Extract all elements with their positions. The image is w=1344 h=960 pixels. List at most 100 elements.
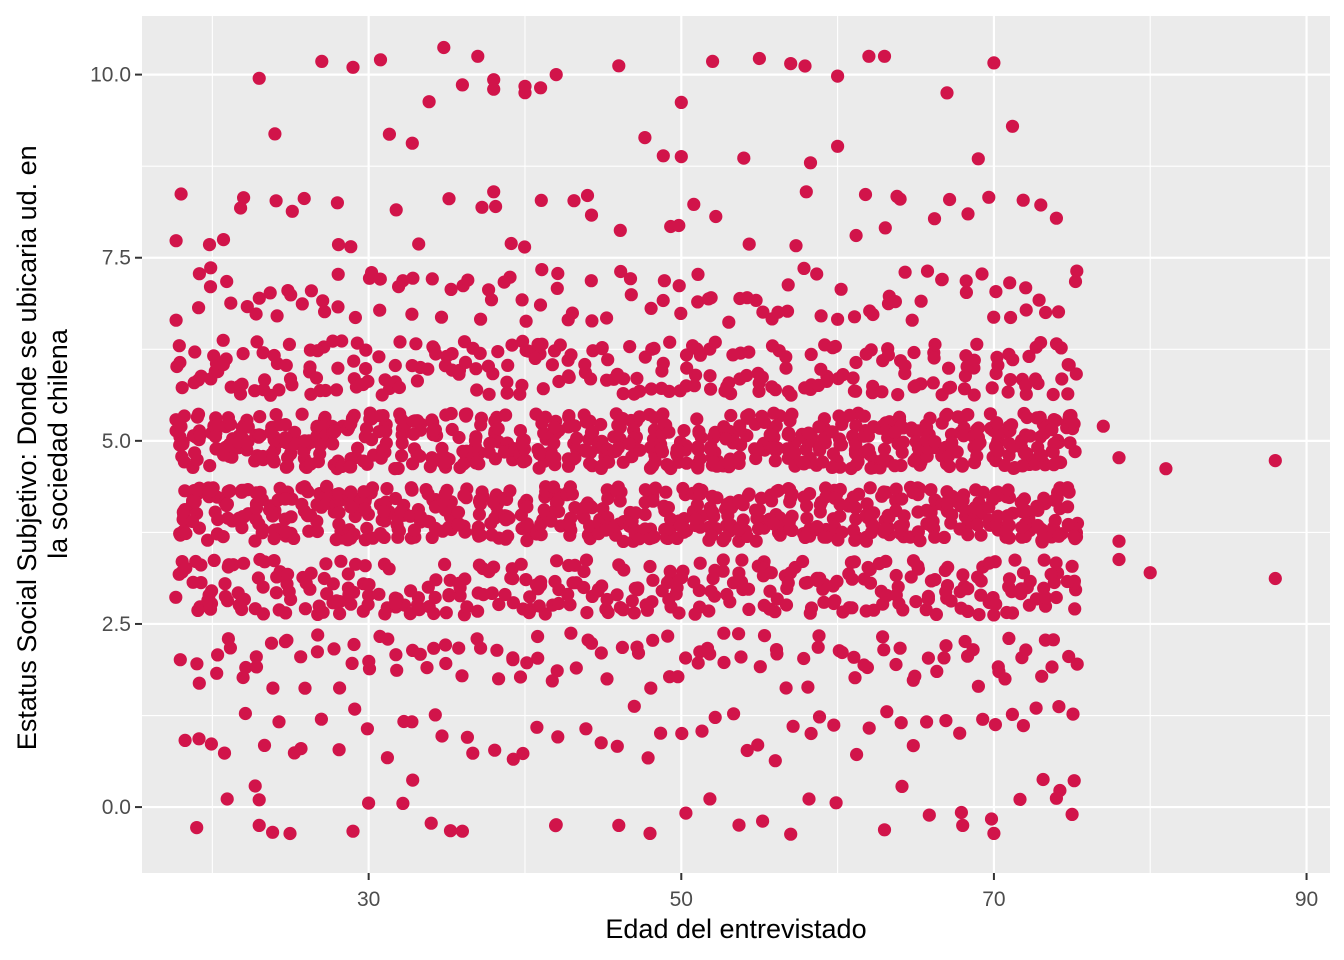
data-point: [756, 305, 770, 319]
data-point: [579, 415, 594, 429]
data-point: [991, 444, 1005, 458]
data-point: [799, 185, 813, 199]
data-point: [631, 646, 646, 660]
data-point: [951, 410, 965, 424]
data-point: [218, 577, 232, 591]
data-point: [987, 56, 1001, 70]
data-point: [250, 335, 264, 349]
data-point: [193, 428, 207, 442]
data-point: [880, 705, 894, 719]
data-point: [191, 407, 206, 421]
data-point: [221, 411, 235, 425]
data-point: [471, 604, 485, 618]
data-point: [520, 534, 534, 548]
data-point: [410, 374, 424, 388]
data-point: [331, 267, 345, 281]
data-point: [1060, 574, 1074, 589]
data-point: [877, 442, 892, 456]
data-point: [531, 629, 545, 644]
data-point: [601, 492, 615, 506]
data-point: [646, 573, 660, 587]
data-point: [957, 429, 971, 443]
data-point: [928, 337, 942, 352]
data-point: [742, 602, 756, 617]
data-point: [584, 208, 599, 222]
data-point: [346, 60, 360, 74]
data-point: [956, 568, 970, 582]
data-point: [359, 421, 374, 436]
data-point: [659, 485, 673, 499]
data-point: [1067, 529, 1081, 543]
data-point: [451, 505, 466, 519]
data-point: [1031, 518, 1045, 533]
data-point: [607, 430, 621, 444]
data-point: [998, 458, 1012, 472]
data-point: [955, 459, 970, 473]
data-point: [514, 557, 528, 571]
data-point: [613, 601, 628, 615]
data-point: [390, 663, 404, 677]
data-point: [515, 293, 529, 307]
data-point: [991, 660, 1005, 674]
data-point: [830, 574, 844, 589]
data-point: [906, 554, 921, 568]
data-point: [266, 509, 280, 523]
data-point: [453, 581, 467, 595]
data-point: [693, 487, 707, 501]
data-point: [691, 461, 705, 475]
data-point: [657, 274, 672, 288]
data-point: [314, 438, 328, 452]
data-point: [406, 271, 420, 285]
data-point: [783, 414, 797, 428]
data-point: [984, 812, 999, 826]
data-point: [673, 518, 688, 533]
data-point: [358, 559, 372, 573]
data-point: [767, 517, 781, 531]
data-point: [907, 454, 921, 468]
data-point: [929, 607, 944, 622]
data-point: [380, 482, 394, 496]
data-point: [1051, 305, 1066, 319]
data-point: [583, 456, 597, 471]
data-point: [481, 359, 495, 373]
data-point: [217, 746, 232, 760]
data-point: [347, 354, 361, 368]
data-point: [867, 519, 881, 534]
data-point: [389, 203, 403, 217]
data-point: [727, 707, 741, 721]
data-point: [217, 448, 231, 462]
data-point: [532, 599, 546, 613]
data-point: [950, 445, 964, 459]
data-point: [1065, 559, 1079, 573]
data-point: [674, 150, 688, 164]
data-point: [594, 646, 608, 660]
data-point: [676, 481, 690, 496]
data-point: [687, 197, 701, 211]
data-point: [1045, 444, 1059, 458]
data-point: [1019, 643, 1033, 657]
data-point: [846, 523, 861, 538]
data-point: [945, 508, 959, 522]
data-point: [1055, 372, 1069, 386]
data-point: [326, 334, 340, 348]
y-axis-title-line-1: Estatus Social Subjetivo: Donde se ubica…: [12, 145, 42, 750]
data-point: [1068, 274, 1083, 289]
data-point: [443, 824, 458, 838]
data-point: [1046, 633, 1060, 647]
data-point: [616, 387, 630, 401]
data-point: [847, 500, 861, 514]
data-point: [513, 387, 527, 401]
data-point: [1016, 719, 1030, 733]
data-point: [405, 715, 419, 729]
data-point: [600, 311, 614, 325]
data-point: [532, 447, 547, 461]
data-point: [1001, 483, 1015, 497]
data-point: [831, 372, 845, 386]
data-point: [483, 436, 497, 450]
data-point: [425, 272, 439, 286]
data-point: [435, 441, 449, 455]
data-point: [857, 409, 871, 423]
data-point: [641, 751, 655, 765]
data-point: [967, 353, 981, 367]
data-point: [991, 509, 1005, 523]
